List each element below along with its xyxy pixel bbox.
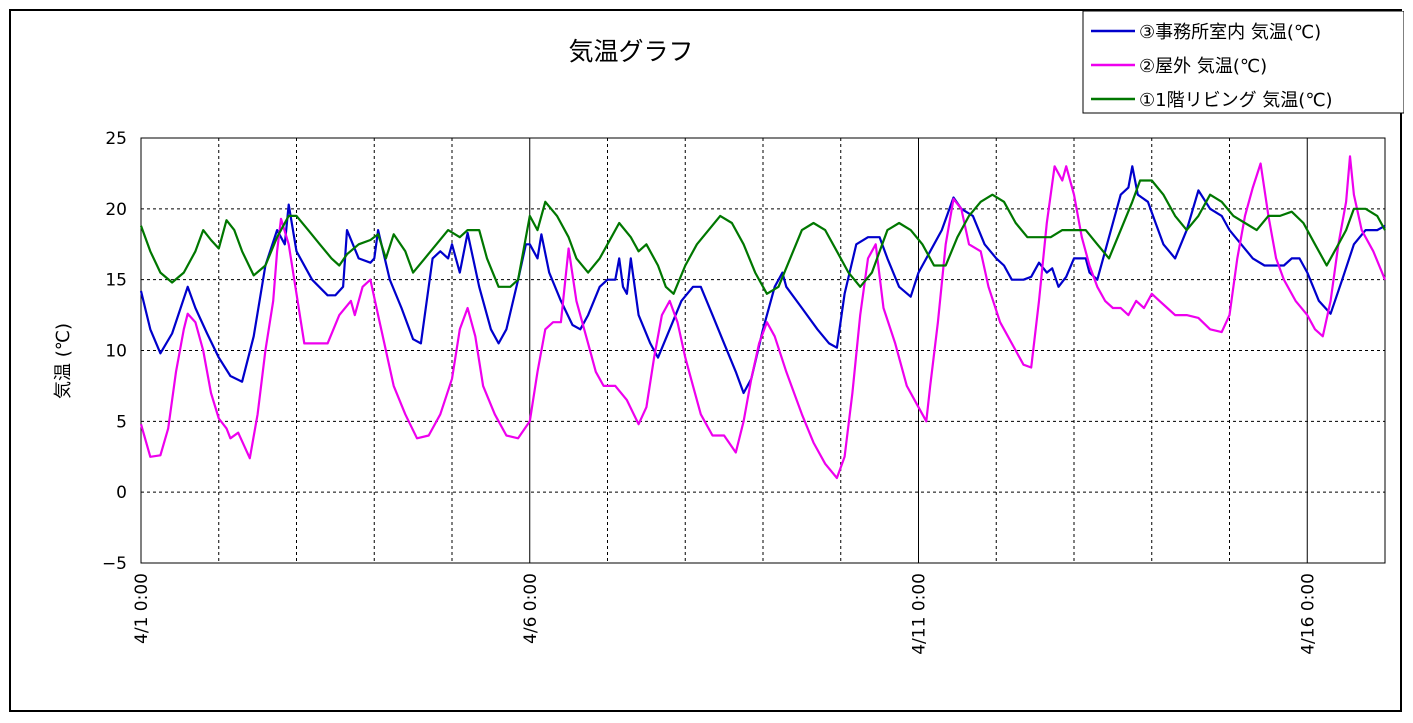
legend: ③事務所室内 気温(℃) ②屋外 気温(℃) ①1階リビング 気温(℃) [1082,11,1404,114]
series-line-1 [139,165,1386,395]
temperature-line-chart: 気温グラフ 25 20 15 10 5 0 −54/1 0:00 4/6 0:00 4/11 0… [53,11,1404,655]
chart-frame: 気温グラフ 25 20 15 10 5 0 −5 4/1 0:00 4/6 0:00 4/11 0… [9,9,1404,712]
y-axis-label: 気温 (℃) [53,323,74,399]
series-line-2 [139,155,1387,480]
y-tick-label: −5 [102,554,127,574]
legend-entry-label: ②屋外 気温(℃) [1139,56,1267,77]
x-tick-label: 4/16 0:00 [1298,573,1318,655]
x-tick-label: 4/1 0:00 [132,573,152,644]
legend-entry-label: ③事務所室内 気温(℃) [1139,22,1321,43]
y-tick-label: 5 [116,412,127,432]
x-tick-label: 4/6 0:00 [521,573,541,644]
y-tick-label: 10 [105,342,127,362]
y-tick-label: 0 [116,483,127,503]
legend-box [1082,11,1404,114]
y-tick-label: 25 [105,129,127,149]
chart-title: 気温グラフ [568,37,693,66]
plot-area: 25 20 15 10 5 0 −54/1 0:00 4/6 0:00 4/11 0:00 4/1… [102,129,1387,655]
x-tick-label: 4/11 0:00 [910,573,930,655]
y-tick-label: 15 [105,271,127,291]
y-tick-label: 20 [105,200,127,220]
series-line-3 [139,179,1386,295]
legend-entry-label: ①1階リビング 気温(℃) [1139,90,1333,111]
